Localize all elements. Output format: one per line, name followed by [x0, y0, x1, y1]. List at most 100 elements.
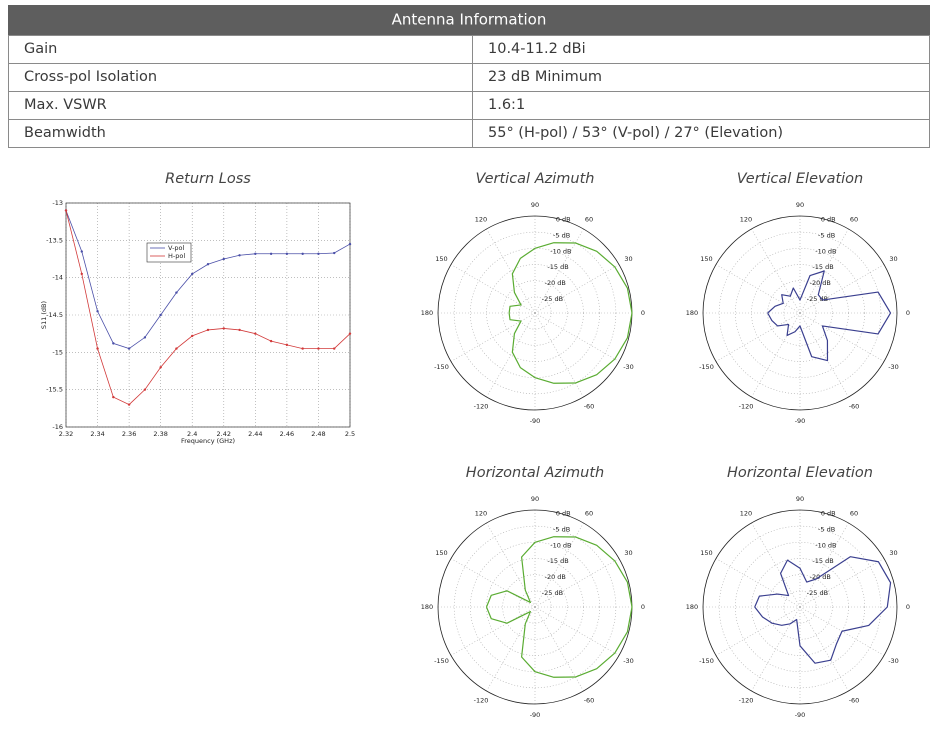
point: [317, 347, 320, 350]
point: [206, 328, 210, 332]
spoke: [486, 606, 536, 692]
angle-label: 30: [889, 549, 897, 557]
point: [127, 347, 131, 350]
angle-label: 0: [906, 603, 910, 611]
angle-label: 60: [850, 509, 858, 517]
angle-label: 180: [686, 309, 698, 317]
point: [80, 250, 83, 253]
angle-label: 30: [624, 255, 632, 263]
angle-label: -150: [434, 363, 449, 371]
point: [238, 254, 241, 257]
radial-label: -15 dB: [547, 263, 568, 271]
point: [222, 257, 225, 261]
angle-label: 0: [906, 309, 910, 317]
point: [206, 263, 210, 266]
ring: [518, 296, 552, 330]
point: [143, 336, 147, 339]
point: [127, 403, 131, 406]
x-tick-label: 2.48: [311, 430, 325, 438]
radial-label: -10 dB: [815, 541, 836, 549]
chart-title: Vertical Azimuth: [476, 171, 595, 187]
radial-label: -20 dB: [545, 279, 566, 287]
angle-label: -90: [530, 417, 541, 425]
chart-title: Vertical Elevation: [737, 171, 864, 187]
radial-label: 0 dB: [556, 509, 571, 517]
ring: [502, 574, 568, 640]
y-tick-label: -15: [52, 348, 63, 356]
radial-label: -25 dB: [807, 295, 828, 303]
ring: [751, 558, 849, 656]
point: [285, 343, 289, 347]
spoke: [534, 606, 584, 692]
radial-label: 0 dB: [556, 215, 571, 223]
ring: [767, 574, 833, 640]
spoke: [799, 606, 849, 692]
angle-label: -60: [849, 697, 860, 705]
angle-label: 180: [686, 603, 698, 611]
point: [238, 328, 241, 332]
ring: [751, 264, 849, 362]
ring: [518, 590, 552, 624]
y-axis-label: S11 (dB): [40, 301, 48, 329]
angle-label: 90: [531, 495, 539, 503]
point: [159, 366, 162, 369]
angle-label: -150: [699, 363, 714, 371]
radial-label: -25 dB: [807, 589, 828, 597]
table-grid: [8, 35, 930, 148]
angle-label: 0: [641, 603, 645, 611]
angle-label: -90: [795, 711, 806, 719]
angle-label: 60: [850, 215, 858, 223]
point: [254, 332, 257, 335]
ring: [453, 231, 617, 395]
ring: [735, 248, 865, 378]
chart-title: Horizontal Elevation: [727, 465, 873, 481]
radial-label: -15 dB: [547, 557, 568, 565]
row-value: 23 dB Minimum: [488, 69, 602, 85]
angle-label: 30: [624, 549, 632, 557]
angle-label: 30: [889, 255, 897, 263]
spoke: [486, 312, 536, 398]
point: [64, 209, 68, 212]
spoke: [534, 312, 620, 362]
radial-label: -5 dB: [553, 525, 570, 533]
x-tick-label: 2.4: [187, 430, 197, 438]
x-tick-label: 2.34: [90, 430, 104, 438]
radial-label: 0 dB: [821, 215, 836, 223]
point: [175, 347, 178, 350]
pattern-line: [754, 556, 892, 664]
angle-label: -30: [888, 363, 899, 371]
row-label: Cross-pol Isolation: [24, 69, 157, 85]
spoke: [799, 522, 849, 608]
plot-frame: [65, 202, 351, 428]
point: [348, 332, 352, 335]
spoke: [534, 558, 620, 608]
angle-label: 150: [435, 549, 447, 557]
spoke: [751, 522, 801, 608]
pattern-line: [767, 270, 892, 362]
angle-label: -120: [739, 697, 754, 705]
radial-label: -10 dB: [815, 247, 836, 255]
spoke: [534, 264, 620, 314]
radial-label: 0 dB: [821, 509, 836, 517]
angle-label: -90: [530, 711, 541, 719]
point: [175, 291, 178, 294]
angle-label: 150: [700, 255, 712, 263]
radial-label: -20 dB: [545, 573, 566, 581]
point: [222, 327, 225, 330]
spoke: [751, 228, 801, 314]
y-tick-label: -14: [52, 274, 63, 282]
angle-label: -30: [623, 363, 634, 371]
radial-label: -20 dB: [810, 279, 831, 287]
angle-label: 120: [740, 509, 752, 517]
ring: [470, 248, 600, 378]
radial-label: -25 dB: [542, 589, 563, 597]
row-value: 55° (H-pol) / 53° (V-pol) / 27° (Elevati…: [488, 125, 783, 141]
radial-label: -10 dB: [550, 541, 571, 549]
ring: [767, 280, 833, 346]
ring: [783, 296, 817, 330]
angle-label: 120: [740, 215, 752, 223]
x-tick-label: 2.42: [217, 430, 231, 438]
angle-label: 90: [796, 201, 804, 209]
angle-label: -120: [474, 403, 489, 411]
